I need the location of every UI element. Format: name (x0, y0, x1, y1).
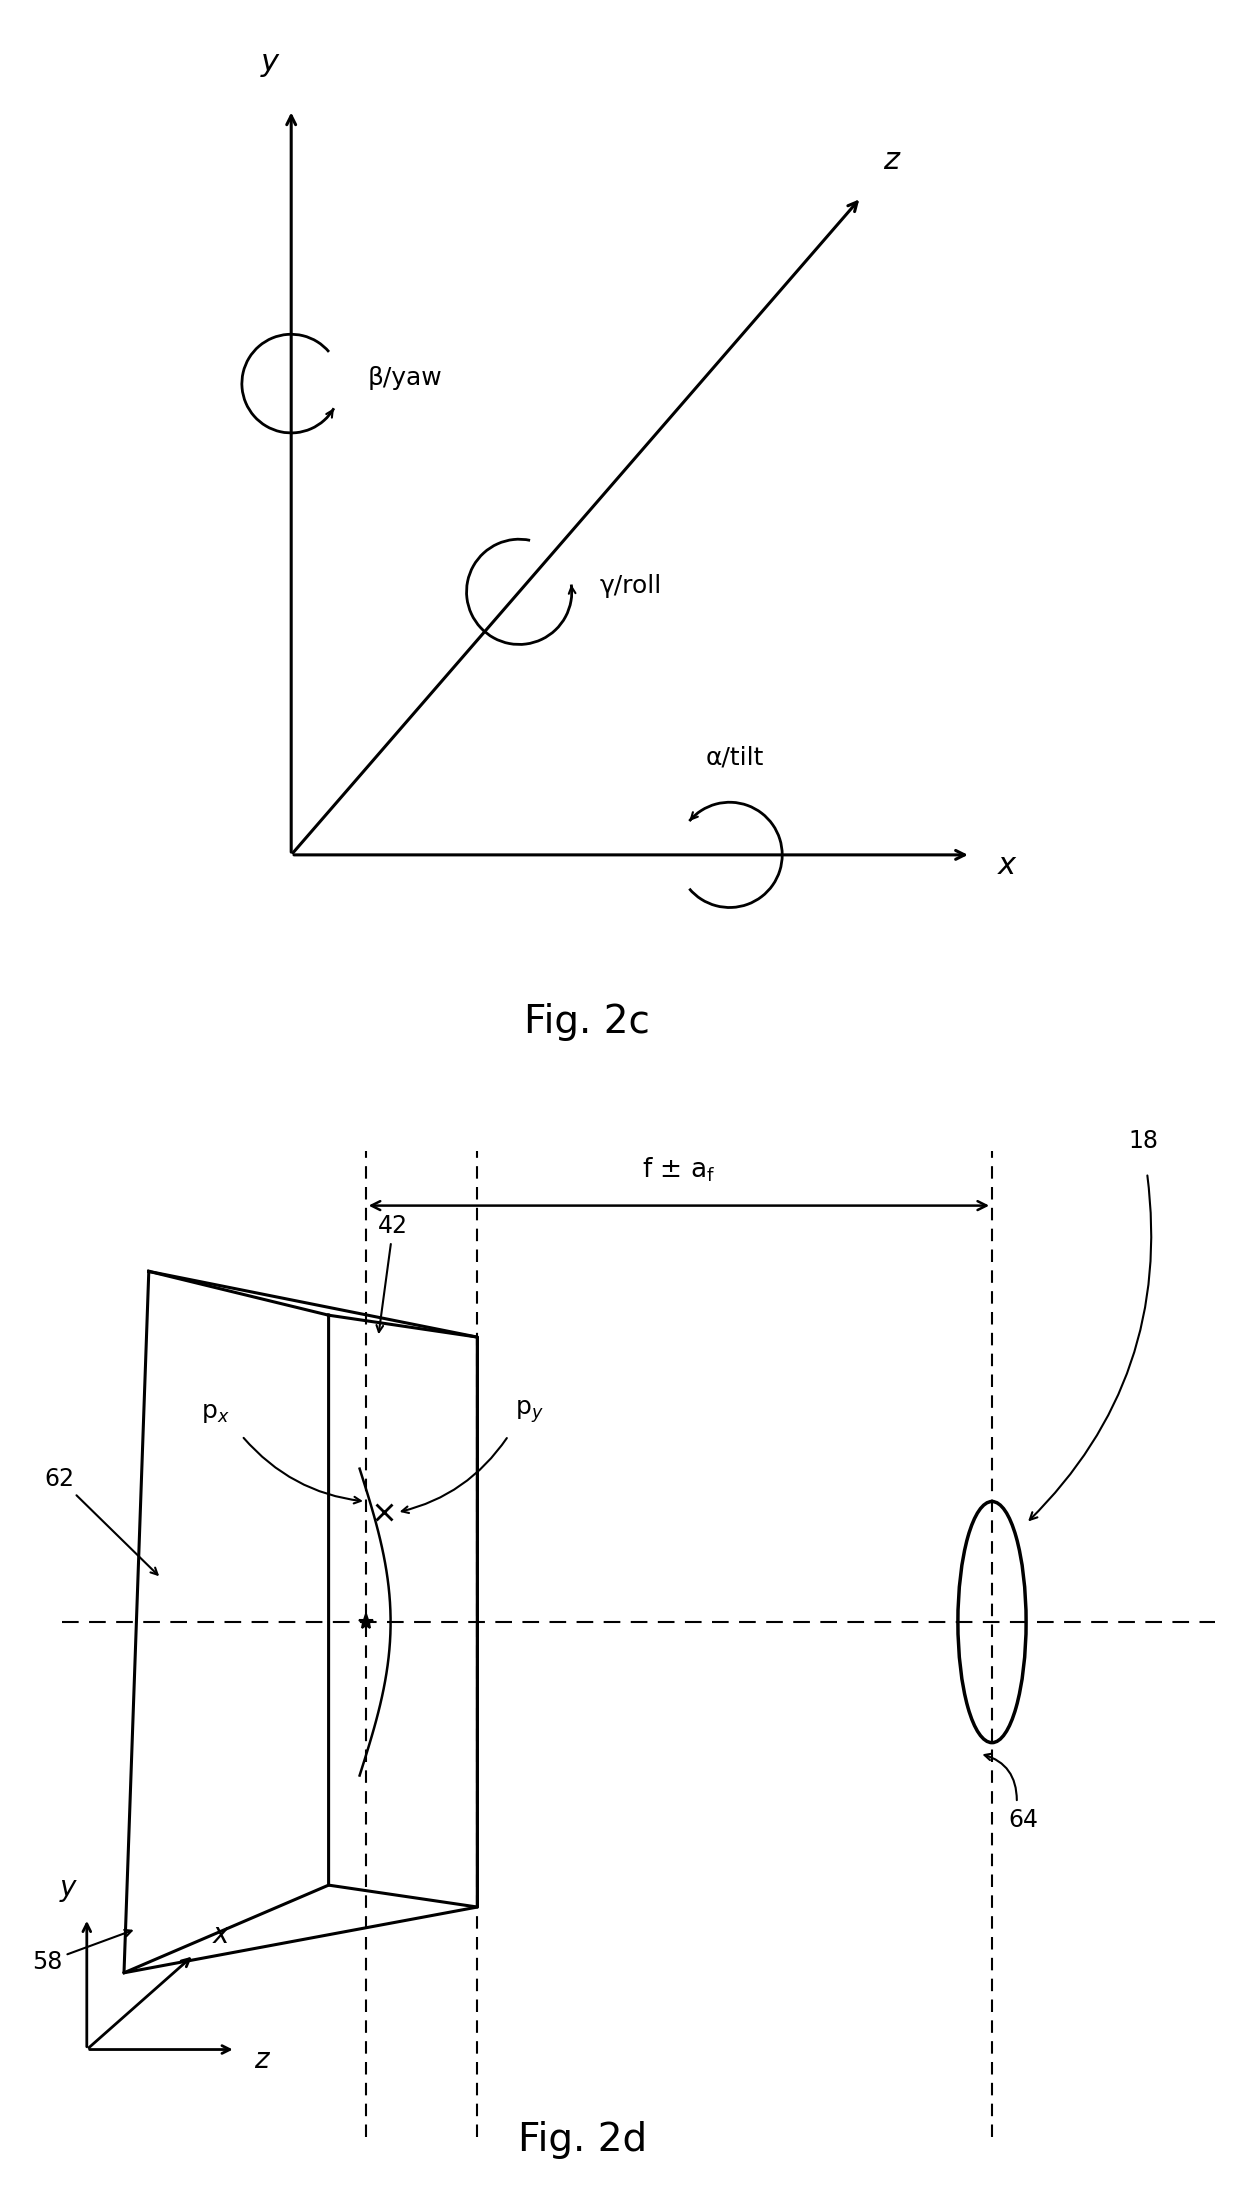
Text: f $\pm$ a$_{\mathregular{f}}$: f $\pm$ a$_{\mathregular{f}}$ (642, 1155, 715, 1184)
Text: γ/roll: γ/roll (599, 574, 661, 598)
Text: 62: 62 (45, 1466, 157, 1574)
Text: p$_y$: p$_y$ (515, 1398, 543, 1425)
Text: 64: 64 (1008, 1808, 1038, 1833)
Text: 42: 42 (377, 1214, 408, 1333)
Text: z: z (883, 147, 899, 175)
Text: 18: 18 (1128, 1129, 1158, 1153)
Text: β/yaw: β/yaw (368, 366, 443, 390)
Text: y: y (260, 48, 278, 77)
Text: 58: 58 (32, 1929, 131, 1973)
Text: Fig. 2c: Fig. 2c (525, 1004, 650, 1041)
Text: y: y (60, 1874, 77, 1900)
Text: x: x (212, 1922, 229, 1949)
Text: α/tilt: α/tilt (706, 745, 764, 769)
Text: z: z (254, 2047, 269, 2074)
Text: p$_x$: p$_x$ (201, 1401, 229, 1425)
Text: Fig. 2d: Fig. 2d (518, 2122, 647, 2159)
Text: x: x (998, 850, 1016, 881)
